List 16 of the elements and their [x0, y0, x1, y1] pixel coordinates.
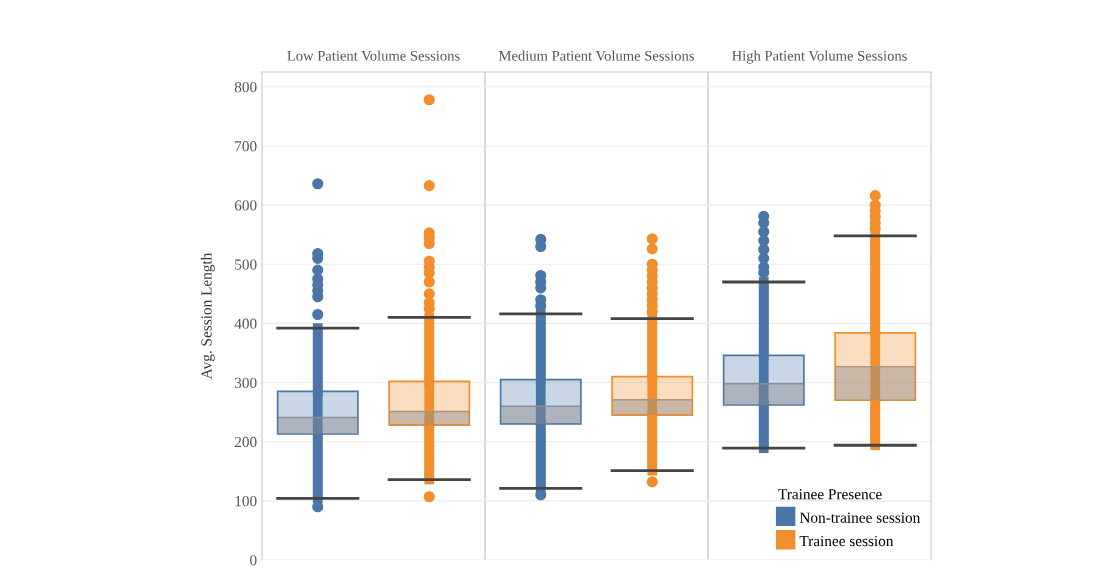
- y-tick-label: 800: [234, 81, 257, 93]
- y-tick-label: 400: [234, 318, 257, 329]
- legend-title: Trainee Presence: [778, 489, 882, 500]
- y-tick-label: 300: [234, 377, 257, 388]
- x-tick-label: Medium Patient Volume Sessions: [498, 50, 694, 61]
- y-tick-label: 100: [235, 495, 257, 507]
- y-tick-label: 700: [235, 141, 257, 152]
- y-tick-label: 600: [234, 200, 257, 211]
- legend-label: Non-trainee session: [799, 512, 921, 523]
- legend-label: Trainee session: [799, 535, 894, 547]
- y-tick-label: 0: [250, 555, 257, 566]
- y-tick-label: 200: [234, 436, 257, 448]
- y-tick-label: 500: [235, 259, 257, 270]
- x-tick-label: High Patient Volume Sessions: [732, 50, 907, 64]
- x-tick-label: Low Patient Volume Sessions: [287, 50, 460, 61]
- y-axis-title: Avg. Session Length: [200, 252, 215, 380]
